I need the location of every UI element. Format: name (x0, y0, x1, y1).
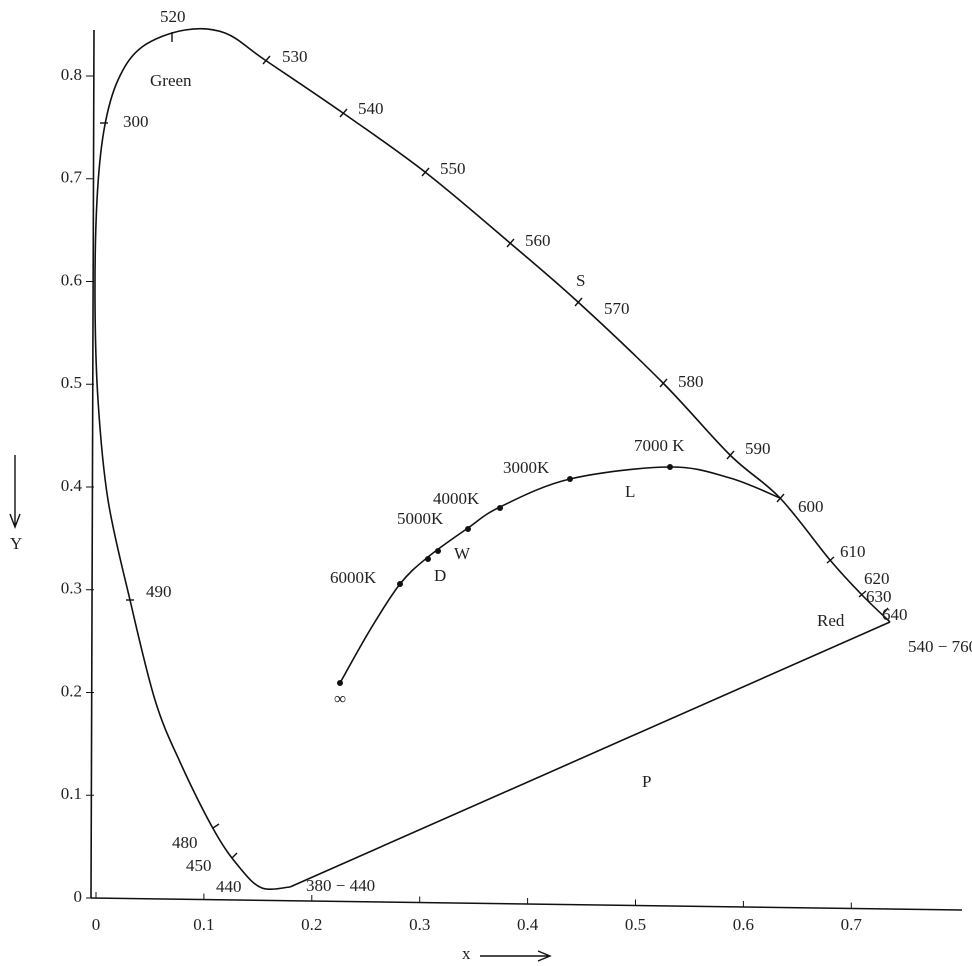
x-arrow (480, 950, 552, 962)
wavelength-label: 600 (798, 497, 824, 516)
locus-point (497, 505, 503, 511)
wavelength-label: 620 (864, 569, 890, 588)
x-tick-label: 0.7 (841, 915, 863, 934)
temperature-label: 3000K (503, 458, 550, 477)
wavelength-tick (882, 607, 889, 615)
wavelength-tick (659, 378, 668, 388)
locus-point (567, 476, 573, 482)
region-label: P (642, 772, 651, 791)
x-tick-label: 0.3 (409, 915, 430, 934)
y-tick-label: 0 (74, 887, 83, 906)
wavelength-label: 380 − 440 (306, 876, 375, 895)
x-tick-label: 0.4 (517, 915, 539, 934)
wavelength-tick (421, 167, 430, 177)
locus-point (667, 464, 673, 470)
locus-point (337, 680, 343, 686)
x-tick-label: 0 (92, 915, 101, 934)
wavelength-label: 480 (172, 833, 198, 852)
wavelength-label: 530 (282, 47, 308, 66)
region-label: Green (150, 71, 192, 90)
region-label: L (625, 482, 635, 501)
locus-point (435, 548, 441, 554)
wavelength-label: 450 (186, 856, 212, 875)
wavelength-label: 610 (840, 542, 866, 561)
region-label: S (576, 271, 585, 290)
y-axis-title: Y (10, 534, 22, 553)
wavelength-tick (826, 556, 835, 564)
wavelength-tick (339, 108, 348, 118)
wavelength-label: 630 (866, 587, 892, 606)
wavelength-tick (506, 238, 515, 248)
wavelength-label: 550 (440, 159, 466, 178)
wavelength-label: 300 (123, 112, 149, 131)
wavelength-label: 560 (525, 231, 551, 250)
x-axis-title: x (462, 944, 471, 963)
wavelength-tick (726, 450, 735, 460)
y-tick-label: 0.2 (61, 681, 82, 700)
wavelength-label: 570 (604, 299, 630, 318)
planckian-locus (339, 466, 781, 684)
temperature-label: ∞ (334, 689, 346, 708)
y-arrow (9, 455, 21, 529)
spectral-locus (94, 27, 891, 891)
wavelength-label: 490 (146, 582, 172, 601)
y-tick-label: 0.6 (61, 270, 82, 289)
y-axis (90, 29, 95, 899)
temperature-label: 5000K (397, 509, 444, 528)
temperature-label: 7000 K (634, 436, 685, 455)
wavelength-label: 520 (160, 7, 186, 26)
x-tick-label: 0.5 (625, 915, 646, 934)
wavelength-label: 540 (358, 99, 384, 118)
x-axis (90, 897, 963, 911)
wavelength-label: 590 (745, 439, 771, 458)
wavelength-tick (212, 823, 220, 829)
y-tick-label: 0.8 (61, 65, 82, 84)
temperature-label: 6000K (330, 568, 377, 587)
region-label: Red (817, 611, 845, 630)
x-tick-label: 0.6 (733, 915, 754, 934)
locus-point (397, 581, 403, 587)
wavelength-label: 640 (882, 605, 908, 624)
wavelength-label: 540 − 760 (908, 637, 972, 656)
wavelength-tick (858, 590, 867, 598)
y-tick-label: 0.7 (61, 168, 83, 187)
wavelength-tick (262, 55, 271, 65)
temperature-label: 4000K (433, 489, 480, 508)
region-label: W (454, 544, 471, 563)
wavelength-label: 580 (678, 372, 704, 391)
y-tick-label: 0.4 (61, 476, 83, 495)
x-tick-label: 0.2 (301, 915, 322, 934)
wavelength-tick (574, 297, 583, 307)
purple-line (289, 621, 891, 888)
wavelength-tick (231, 852, 238, 859)
wavelength-tick (776, 493, 785, 503)
region-label: D (434, 566, 446, 585)
y-tick-label: 0.5 (61, 373, 82, 392)
locus-point (465, 526, 471, 532)
y-tick-label: 0.3 (61, 579, 82, 598)
wavelength-label: 440 (216, 877, 242, 896)
y-tick-label: 0.1 (61, 784, 82, 803)
x-tick-label: 0.1 (193, 915, 214, 934)
locus-point (425, 556, 431, 562)
